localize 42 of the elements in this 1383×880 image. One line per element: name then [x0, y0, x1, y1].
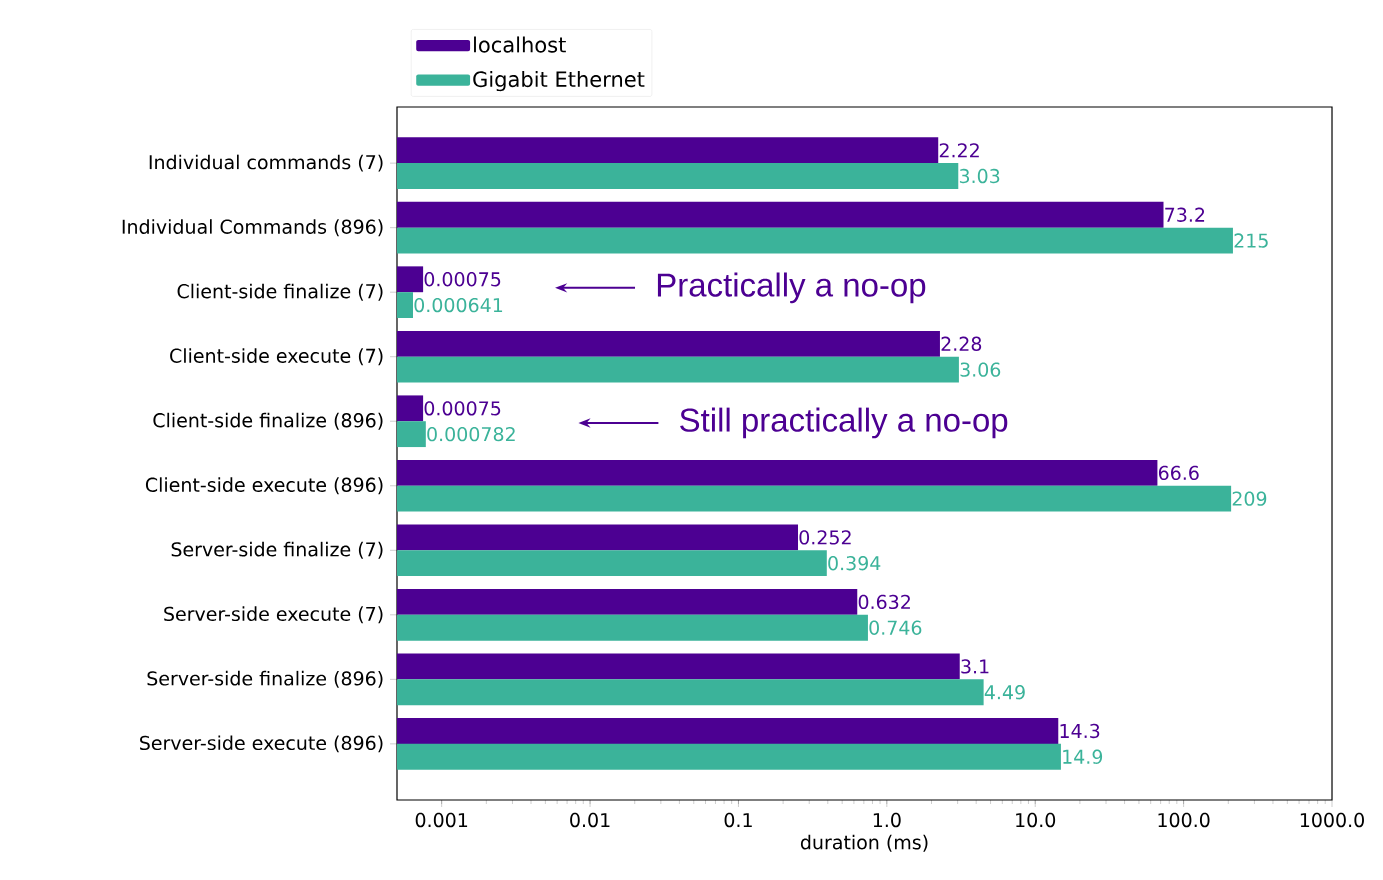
annotation: Still practically a no-op — [680, 407, 1008, 439]
y-tick-label: Server-side execute (7) — [164, 606, 383, 624]
data-label: 3.1 — [961, 659, 989, 674]
data-label: 14.9 — [1063, 749, 1103, 764]
legend-label: Gigabit Ethernet — [473, 70, 645, 92]
data-label: 4.49 — [984, 685, 1025, 700]
x-tick-label: 1.0 — [873, 812, 901, 828]
data-label: 0.00075 — [424, 272, 501, 287]
x-tick-label: 0.1 — [724, 812, 752, 828]
x-tick-label: 0.001 — [415, 812, 468, 828]
data-label: 0.632 — [858, 594, 910, 610]
y-tick-label: Individual commands (7) — [149, 154, 383, 172]
data-label: 73.2 — [1165, 207, 1205, 222]
data-label: 66.6 — [1158, 465, 1199, 481]
y-tick-label: Client-side execute (7) — [170, 348, 383, 366]
x-tick-label: 0.01 — [570, 812, 610, 828]
data-label: 0.394 — [828, 556, 881, 571]
data-label: 0.000782 — [427, 426, 515, 442]
annotation: Practically a no-op — [657, 272, 926, 304]
data-label: 0.00075 — [424, 401, 501, 416]
data-label: 0.000641 — [414, 297, 503, 313]
data-label: 2.22 — [939, 143, 979, 158]
data-label: 0.252 — [799, 530, 851, 545]
y-tick-label: Server-side finalize (896) — [147, 670, 383, 688]
x-tick-label: 1000.0 — [1300, 812, 1364, 828]
y-tick-label: Client-side finalize (7) — [177, 283, 383, 301]
data-label: 2.28 — [941, 336, 982, 351]
legend-label: localhost — [474, 36, 566, 53]
y-tick-label: Server-side execute (896) — [140, 735, 383, 753]
y-tick-label: Client-side execute (896) — [145, 477, 383, 495]
y-tick-label: Client-side finalize (896) — [153, 412, 383, 430]
data-label: 215 — [1234, 233, 1268, 248]
data-label: 3.03 — [959, 168, 1000, 184]
data-label: 3.06 — [960, 362, 1001, 377]
y-tick-label: Server-side finalize (7) — [171, 541, 383, 559]
x-axis-title: duration (ms) — [800, 834, 928, 852]
data-label: 14.3 — [1060, 723, 1100, 739]
x-tick-label: 100.0 — [1158, 812, 1210, 828]
y-tick-label: Individual Commands (896) — [122, 219, 383, 237]
data-label: 209 — [1232, 491, 1267, 506]
x-tick-label: 10.0 — [1016, 812, 1056, 828]
data-label: 0.746 — [869, 620, 922, 635]
